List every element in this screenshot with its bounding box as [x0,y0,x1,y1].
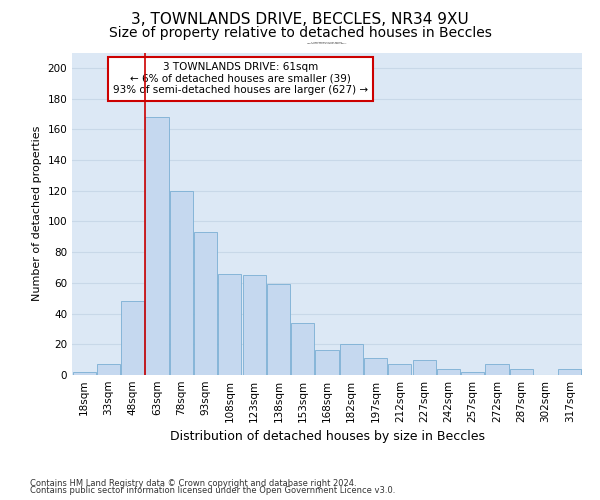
Bar [340,344,363,375]
Bar [437,369,460,375]
Text: 3, TOWNLANDS DRIVE, BECCLES, NR34 9XU: 3, TOWNLANDS DRIVE, BECCLES, NR34 9XU [131,12,469,28]
Bar [485,364,509,375]
Bar [388,364,412,375]
Bar [242,275,266,375]
Bar [510,369,533,375]
Text: Contains HM Land Registry data © Crown copyright and database right 2024.: Contains HM Land Registry data © Crown c… [30,478,356,488]
Text: Contains public sector information licensed under the Open Government Licence v3: Contains public sector information licen… [30,486,395,495]
Bar [461,372,484,375]
Bar [316,350,338,375]
Text: 3 TOWNLANDS DRIVE: 61sqm
← 6% of detached houses are smaller (39)
93% of semi-de: 3 TOWNLANDS DRIVE: 61sqm ← 6% of detache… [113,62,368,96]
Bar [291,323,314,375]
Bar [145,117,169,375]
Text: Size of property relative to detached houses in Beccles: Size of property relative to detached ho… [109,26,491,40]
Bar [194,232,217,375]
X-axis label: Distribution of detached houses by size in Beccles: Distribution of detached houses by size … [170,430,485,444]
Bar [218,274,241,375]
Bar [267,284,290,375]
Bar [121,302,144,375]
Y-axis label: Number of detached properties: Number of detached properties [32,126,42,302]
Bar [364,358,387,375]
Bar [73,372,95,375]
Title: 3, TOWNLANDS DRIVE, BECCLES, NR34 9XU
Size of property relative to detached hous: 3, TOWNLANDS DRIVE, BECCLES, NR34 9XU Si… [307,42,347,44]
Bar [97,364,120,375]
Bar [413,360,436,375]
Bar [170,190,193,375]
Bar [559,369,581,375]
